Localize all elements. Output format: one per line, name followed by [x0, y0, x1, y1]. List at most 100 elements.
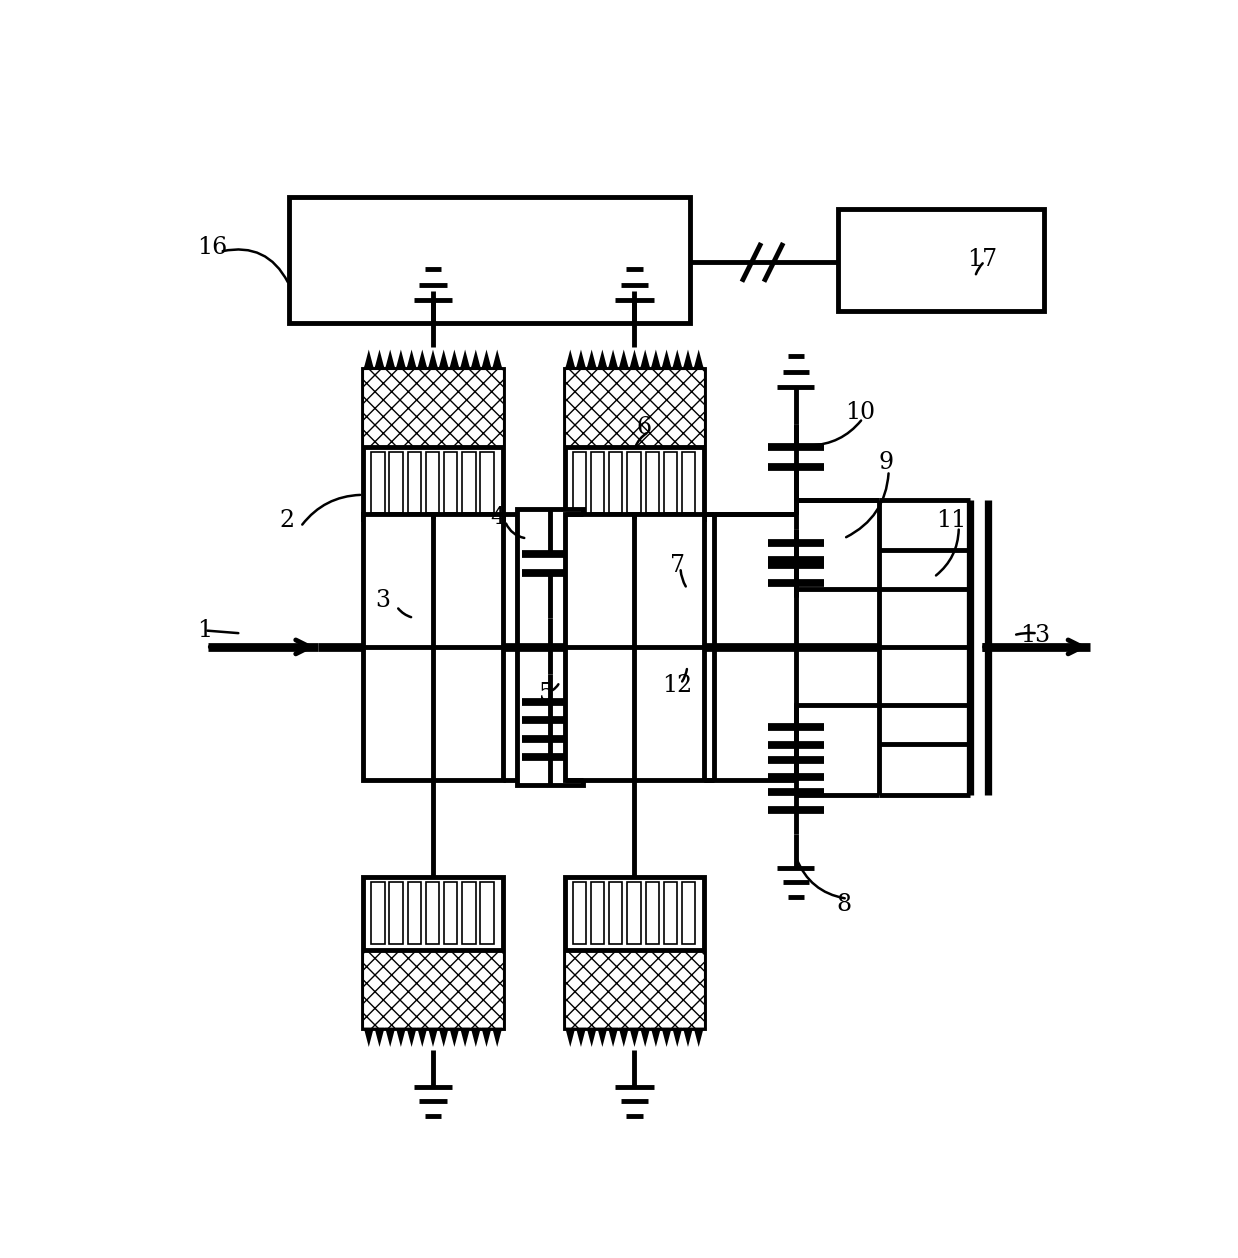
Polygon shape: [565, 1028, 576, 1047]
Polygon shape: [385, 1028, 395, 1047]
Bar: [609, 452, 623, 513]
Text: 17: 17: [967, 248, 997, 270]
Bar: [838, 209, 1044, 311]
Bar: [645, 452, 659, 513]
Bar: [682, 882, 696, 944]
Bar: [565, 950, 704, 1028]
Polygon shape: [640, 350, 650, 369]
Polygon shape: [576, 350, 587, 369]
Polygon shape: [459, 1028, 470, 1047]
Text: 9: 9: [878, 452, 894, 474]
Polygon shape: [629, 350, 640, 369]
Polygon shape: [576, 1028, 587, 1047]
Polygon shape: [682, 350, 693, 369]
Text: 7: 7: [670, 554, 685, 577]
Polygon shape: [406, 1028, 417, 1047]
Bar: [462, 882, 475, 944]
Text: 12: 12: [662, 674, 693, 697]
Bar: [444, 452, 458, 513]
Text: 1: 1: [197, 619, 212, 642]
Polygon shape: [427, 1028, 438, 1047]
Polygon shape: [417, 1028, 427, 1047]
Polygon shape: [395, 1028, 406, 1047]
Polygon shape: [449, 350, 459, 369]
Bar: [364, 513, 503, 780]
Bar: [371, 452, 385, 513]
Polygon shape: [650, 1028, 661, 1047]
Bar: [364, 369, 503, 447]
Polygon shape: [693, 1028, 704, 1047]
Bar: [565, 878, 704, 1028]
Bar: [364, 369, 503, 520]
Bar: [573, 882, 586, 944]
Bar: [462, 452, 475, 513]
Text: 2: 2: [280, 509, 295, 532]
Polygon shape: [406, 350, 417, 369]
Bar: [628, 882, 641, 944]
Bar: [682, 452, 696, 513]
Bar: [480, 882, 494, 944]
Bar: [288, 198, 690, 323]
Bar: [480, 452, 494, 513]
Text: 16: 16: [197, 237, 228, 259]
Polygon shape: [364, 350, 374, 369]
Text: 13: 13: [1020, 624, 1051, 647]
Text: 4: 4: [490, 506, 506, 528]
Bar: [389, 882, 402, 944]
Bar: [517, 509, 583, 785]
Bar: [389, 452, 402, 513]
Polygon shape: [619, 350, 629, 369]
Polygon shape: [438, 350, 449, 369]
Polygon shape: [587, 1028, 597, 1047]
Bar: [371, 882, 385, 944]
Polygon shape: [374, 350, 385, 369]
Bar: [664, 452, 677, 513]
Bar: [565, 513, 704, 780]
Polygon shape: [482, 1028, 491, 1047]
Bar: [426, 882, 439, 944]
Text: 6: 6: [636, 415, 651, 439]
Polygon shape: [385, 350, 395, 369]
Text: 11: 11: [936, 509, 966, 532]
Polygon shape: [597, 350, 608, 369]
Polygon shape: [459, 350, 470, 369]
Polygon shape: [640, 1028, 650, 1047]
Polygon shape: [470, 1028, 482, 1047]
Polygon shape: [364, 1028, 374, 1047]
Bar: [573, 452, 586, 513]
Polygon shape: [597, 1028, 608, 1047]
Polygon shape: [672, 350, 682, 369]
Polygon shape: [491, 350, 503, 369]
Bar: [565, 369, 704, 520]
Polygon shape: [491, 1028, 503, 1047]
Polygon shape: [417, 350, 427, 369]
Polygon shape: [682, 1028, 693, 1047]
Bar: [591, 882, 604, 944]
Text: 10: 10: [844, 401, 875, 424]
Polygon shape: [619, 1028, 629, 1047]
Bar: [591, 452, 604, 513]
Polygon shape: [438, 1028, 449, 1047]
Bar: [664, 882, 677, 944]
Bar: [426, 452, 439, 513]
Polygon shape: [608, 1028, 619, 1047]
Polygon shape: [629, 1028, 640, 1047]
Polygon shape: [587, 350, 597, 369]
Polygon shape: [395, 350, 406, 369]
Bar: [407, 452, 421, 513]
Bar: [645, 882, 659, 944]
Polygon shape: [449, 1028, 459, 1047]
Polygon shape: [374, 1028, 385, 1047]
Bar: [444, 882, 458, 944]
Polygon shape: [693, 350, 704, 369]
Polygon shape: [650, 350, 661, 369]
Bar: [609, 882, 623, 944]
Polygon shape: [482, 350, 491, 369]
Polygon shape: [661, 350, 672, 369]
Bar: [565, 369, 704, 447]
Polygon shape: [608, 350, 619, 369]
Polygon shape: [565, 350, 576, 369]
Bar: [364, 950, 503, 1028]
Text: 3: 3: [375, 589, 391, 611]
Bar: [364, 878, 503, 1028]
